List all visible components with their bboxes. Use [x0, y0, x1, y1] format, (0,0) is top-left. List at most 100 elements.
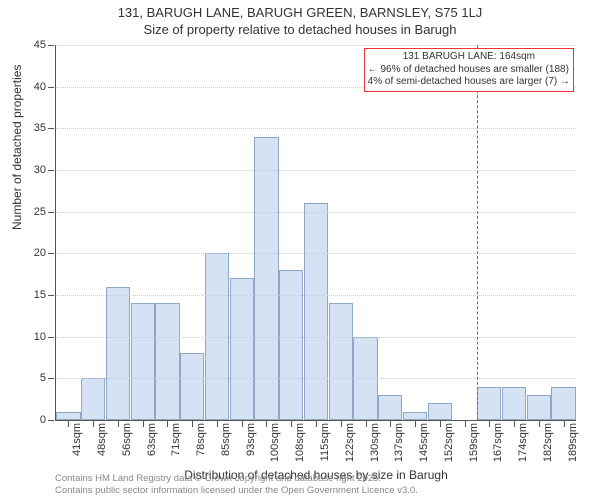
- x-tick: [366, 421, 367, 427]
- y-tick: [48, 378, 54, 379]
- property-size-histogram: 131, BARUGH LANE, BARUGH GREEN, BARNSLEY…: [0, 0, 600, 500]
- y-tick-label: 35: [21, 122, 46, 134]
- y-tick: [48, 45, 54, 46]
- x-tick: [93, 421, 94, 427]
- grid-line: [56, 253, 576, 254]
- y-tick: [48, 87, 54, 88]
- x-tick: [341, 421, 342, 427]
- x-tick-label: 167sqm: [492, 423, 504, 462]
- annotation-box: 131 BARUGH LANE: 164sqm← 96% of detached…: [364, 48, 574, 92]
- bar: [230, 278, 254, 420]
- x-tick: [143, 421, 144, 427]
- x-tick-label: 159sqm: [468, 423, 480, 462]
- bar: [551, 387, 575, 420]
- grid-line: [56, 295, 576, 296]
- x-tick: [68, 421, 69, 427]
- bar: [403, 412, 427, 420]
- bar: [81, 378, 105, 420]
- x-tick-label: 48sqm: [96, 423, 108, 456]
- x-tick: [118, 421, 119, 427]
- bar: [155, 303, 179, 420]
- bar: [131, 303, 155, 420]
- x-tick: [217, 421, 218, 427]
- y-tick-label: 20: [21, 247, 46, 259]
- y-tick-label: 40: [21, 81, 46, 93]
- y-tick: [48, 212, 54, 213]
- bar: [527, 395, 551, 420]
- footer-attribution: Contains HM Land Registry data © Crown c…: [55, 473, 418, 496]
- grid-line: [56, 170, 576, 171]
- plot-area: Distribution of detached houses by size …: [55, 45, 576, 421]
- grid-line: [56, 128, 576, 129]
- x-tick: [192, 421, 193, 427]
- x-tick-label: 63sqm: [146, 423, 158, 456]
- grid-line: [56, 212, 576, 213]
- x-tick: [489, 421, 490, 427]
- x-tick-label: 71sqm: [170, 423, 182, 456]
- x-tick: [390, 421, 391, 427]
- y-tick-label: 25: [21, 206, 46, 218]
- x-tick-label: 78sqm: [195, 423, 207, 456]
- y-tick: [48, 170, 54, 171]
- y-tick-label: 10: [21, 331, 46, 343]
- x-tick-label: 130sqm: [369, 423, 381, 462]
- x-tick: [465, 421, 466, 427]
- annotation-title: 131 BARUGH LANE: 164sqm: [368, 51, 570, 64]
- x-tick: [440, 421, 441, 427]
- x-tick: [539, 421, 540, 427]
- y-tick: [48, 295, 54, 296]
- y-tick-label: 5: [21, 372, 46, 384]
- grid-line: [56, 378, 576, 379]
- grid-line: [56, 45, 576, 46]
- x-tick-label: 100sqm: [269, 423, 281, 462]
- y-tick: [48, 337, 54, 338]
- x-tick: [291, 421, 292, 427]
- bar: [304, 203, 328, 420]
- x-tick-label: 145sqm: [418, 423, 430, 462]
- annotation-smaller: ← 96% of detached houses are smaller (18…: [368, 64, 570, 77]
- bar: [502, 387, 526, 420]
- bars-container: [56, 45, 576, 420]
- x-tick-label: 56sqm: [121, 423, 133, 456]
- annotation-larger: 4% of semi-detached houses are larger (7…: [368, 76, 570, 89]
- bar: [329, 303, 353, 420]
- y-tick-label: 45: [21, 39, 46, 51]
- bar: [477, 387, 501, 420]
- grid-line: [56, 337, 576, 338]
- x-tick: [514, 421, 515, 427]
- x-tick-label: 108sqm: [294, 423, 306, 462]
- bar: [279, 270, 303, 420]
- x-tick-label: 189sqm: [567, 423, 579, 462]
- x-tick: [415, 421, 416, 427]
- footer-line-1: Contains HM Land Registry data © Crown c…: [55, 473, 418, 484]
- x-tick: [564, 421, 565, 427]
- x-tick-label: 93sqm: [245, 423, 257, 456]
- bar: [378, 395, 402, 420]
- x-tick: [316, 421, 317, 427]
- x-tick: [167, 421, 168, 427]
- x-tick-label: 122sqm: [344, 423, 356, 462]
- bar: [56, 412, 80, 420]
- bar: [106, 287, 130, 420]
- y-tick-label: 30: [21, 164, 46, 176]
- y-tick: [48, 128, 54, 129]
- marker-line: [477, 45, 478, 420]
- x-tick: [266, 421, 267, 427]
- y-tick-label: 15: [21, 289, 46, 301]
- footer-line-2: Contains public sector information licen…: [55, 485, 418, 496]
- x-tick-label: 182sqm: [542, 423, 554, 462]
- bar: [428, 403, 452, 420]
- x-tick: [242, 421, 243, 427]
- x-tick-label: 85sqm: [220, 423, 232, 456]
- chart-title-sub: Size of property relative to detached ho…: [0, 22, 600, 37]
- y-tick: [48, 420, 54, 421]
- x-tick-label: 41sqm: [71, 423, 83, 456]
- x-tick-label: 115sqm: [319, 423, 331, 461]
- x-tick-label: 137sqm: [393, 423, 405, 462]
- y-tick-label: 0: [21, 414, 46, 426]
- bar: [180, 353, 204, 420]
- y-tick: [48, 253, 54, 254]
- chart-title-main: 131, BARUGH LANE, BARUGH GREEN, BARNSLEY…: [0, 5, 600, 20]
- x-tick-label: 152sqm: [443, 423, 455, 462]
- x-tick-label: 174sqm: [517, 423, 529, 462]
